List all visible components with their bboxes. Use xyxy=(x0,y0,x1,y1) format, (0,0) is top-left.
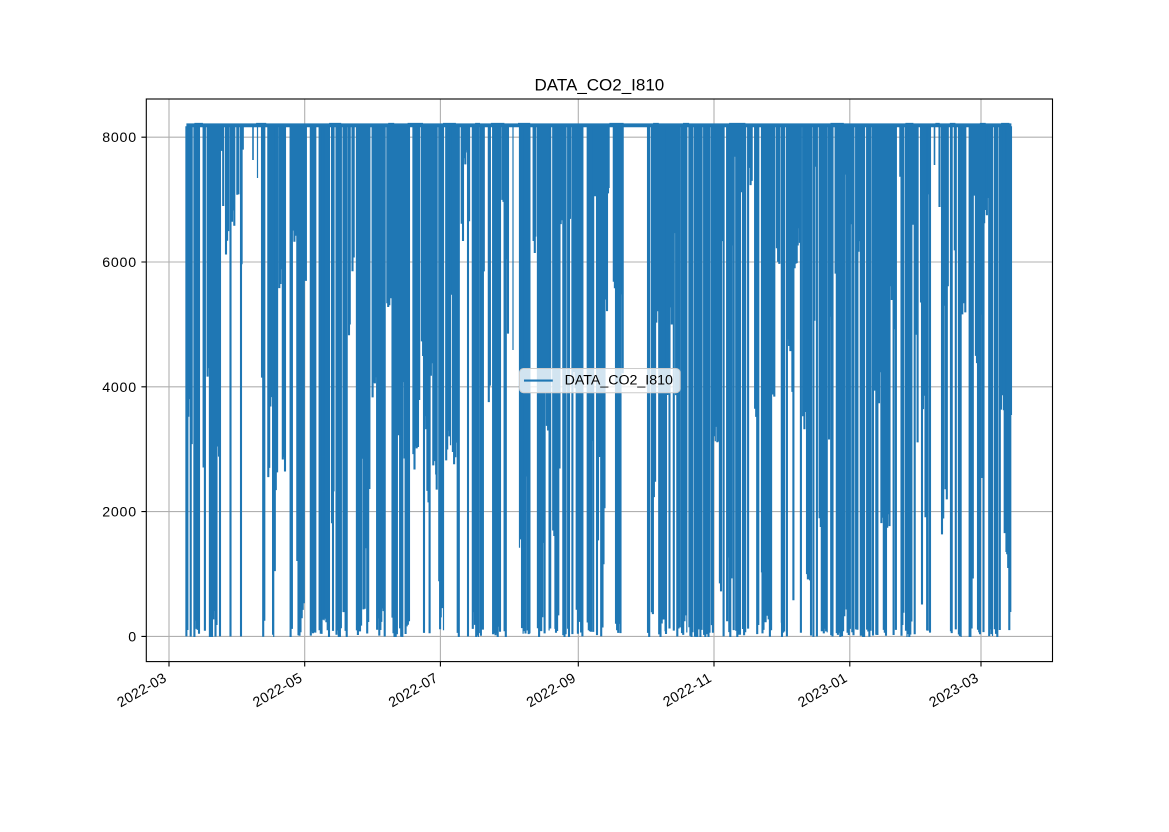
svg-text:DATA_CO2_I810: DATA_CO2_I810 xyxy=(565,372,673,388)
svg-text:DATA_CO2_I810: DATA_CO2_I810 xyxy=(535,76,665,95)
svg-text:0: 0 xyxy=(128,629,137,645)
svg-text:8000: 8000 xyxy=(102,130,137,146)
svg-text:4000: 4000 xyxy=(102,380,137,396)
svg-text:2000: 2000 xyxy=(102,505,137,521)
svg-text:6000: 6000 xyxy=(102,255,137,271)
